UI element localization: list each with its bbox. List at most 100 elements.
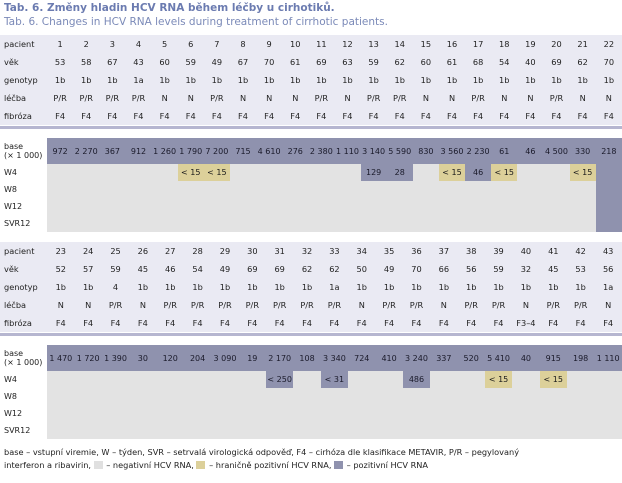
- svr12-value-cell: [151, 215, 178, 232]
- fibrosis-cell: F4: [411, 318, 422, 328]
- fibrosis-cell: F4: [247, 318, 258, 328]
- genotype-cell: 1b: [548, 282, 559, 292]
- base-value-cell: 120: [156, 345, 184, 371]
- svr12-value-cell: [47, 215, 74, 232]
- treatment-cell: P/R: [210, 93, 224, 103]
- w12-value-cell: [238, 405, 266, 422]
- treatment-cell: N: [527, 93, 534, 103]
- w8-value-cell: [101, 388, 130, 405]
- base-value-cell: 3 560: [438, 138, 466, 164]
- row-label-patient: pacient: [4, 39, 35, 49]
- viral-load-table-2: base (× 1 000) 1 470 1 720 1 390 30 120 204 3 09…: [0, 345, 622, 439]
- borderline-swatch-icon: [196, 461, 206, 469]
- w8-value-cell: [360, 181, 387, 198]
- genotype-cell: 1b: [219, 282, 231, 292]
- patient-cell: 37: [438, 246, 450, 256]
- age-cell: 62: [301, 264, 313, 274]
- treatment-cell: N: [139, 300, 146, 310]
- patient-cell: 36: [411, 246, 422, 256]
- w4-value-cell: [47, 371, 75, 388]
- treatment-cell: P/R: [393, 93, 407, 103]
- treatment-cell: N: [422, 93, 429, 103]
- svr12-value-cell: [402, 422, 431, 439]
- base-value-cell: 2 230: [465, 138, 492, 164]
- row-label-w12: W12: [0, 198, 48, 215]
- w4-value-cell: [308, 164, 335, 181]
- treatment-cell: N: [440, 300, 447, 310]
- patient-cell: 1: [57, 39, 63, 49]
- genotype-cell: 1b: [472, 75, 484, 85]
- w12-value-cell: [512, 405, 540, 422]
- age-cell: 46: [165, 264, 176, 274]
- age-cell: 50: [356, 264, 367, 274]
- svr12-value-cell: [566, 422, 595, 439]
- genotype-cell: 1b: [577, 75, 588, 85]
- w8-value-cell: [484, 388, 513, 405]
- base-value-cell: 915: [539, 345, 567, 371]
- treatment-cell: P/R: [300, 300, 314, 310]
- fibrosis-cell: F4: [159, 111, 170, 121]
- w4-value-cell: [238, 371, 266, 388]
- w4-value-cell: [125, 164, 152, 181]
- w8-value-cell: [517, 181, 544, 198]
- row-label-w12: W12: [0, 405, 48, 422]
- w12-value-cell: [320, 405, 349, 422]
- w4-value-cell: [129, 371, 157, 388]
- age-cell: 60: [159, 57, 170, 67]
- age-cell: 61: [446, 57, 458, 67]
- w4-value-cell: < 15: [491, 164, 518, 181]
- w4-value-cell: [595, 164, 622, 181]
- fibrosis-cell: F4: [551, 111, 562, 121]
- demographics-table-1: pacient 1 2 3 4 5 6 7 8 9 10 11 12 13 14 15 16 17 18 19 20 21…: [0, 35, 622, 125]
- w12-value-cell: [438, 198, 466, 215]
- svr12-value-cell: [229, 215, 257, 232]
- genotype-cell: 1b: [411, 282, 422, 292]
- base-value-cell: 520: [457, 345, 485, 371]
- age-cell: 49: [211, 57, 223, 67]
- w8-value-cell: [293, 388, 321, 405]
- w4-value-cell: [74, 371, 102, 388]
- row-w8: W8: [0, 388, 622, 405]
- w12-value-cell: [74, 405, 102, 422]
- treatment-cell: P/R: [218, 300, 232, 310]
- w12-value-cell: [348, 405, 376, 422]
- row-label-base: base (× 1 000): [0, 138, 48, 164]
- svr12-value-cell: [74, 422, 102, 439]
- genotype-cell: 1b: [368, 75, 379, 85]
- w12-value-cell: [375, 405, 403, 422]
- fibrosis-cell: F4: [185, 111, 196, 121]
- fibrosis-cell: F4: [473, 111, 484, 121]
- treatment-cell: P/R: [549, 93, 564, 103]
- svr12-value-cell: [430, 422, 458, 439]
- treatment-cell: P/R: [53, 93, 67, 103]
- age-cell: 49: [219, 264, 231, 274]
- row-fibrosis: fibróza F4 F4 F4 F4 F4 F4 F4 F4 F4 F4 F4 F4 F4 F4 F4 F4 F…: [0, 314, 622, 332]
- patient-cell: 8: [240, 39, 246, 49]
- w8-value-cell: [402, 388, 431, 405]
- base-value-cell: 218: [595, 138, 622, 164]
- base-value-cell: 3 090: [211, 345, 239, 371]
- genotype-cell: 1b: [237, 75, 249, 85]
- age-cell: 58: [81, 57, 92, 67]
- age-cell: 57: [82, 264, 94, 274]
- base-value-cell: 1 390: [101, 345, 130, 371]
- row-label-base: base (× 1 000): [0, 345, 48, 371]
- fibrosis-cell: F4: [238, 111, 248, 121]
- w4-value-cell: < 15: [203, 164, 230, 181]
- svr12-value-cell: [73, 215, 100, 232]
- patient-cell: 32: [301, 246, 313, 256]
- treatment-cell: P/R: [491, 300, 506, 310]
- treatment-cell: N: [522, 300, 529, 310]
- w8-value-cell: [47, 388, 75, 405]
- treatment-cell: N: [266, 93, 273, 103]
- genotype-cell: 1a: [329, 282, 340, 292]
- patient-cell: 5: [162, 39, 168, 49]
- genotype-cell: 1b: [247, 282, 258, 292]
- w4-value-cell: [47, 164, 74, 181]
- patient-cell: 14: [394, 39, 405, 49]
- fibrosis-cell: F4: [525, 111, 536, 121]
- fibrosis-cell: F4: [447, 111, 457, 121]
- w4-value-cell: 28: [386, 164, 413, 181]
- svr12-value-cell: [177, 215, 204, 232]
- w8-value-cell: [457, 388, 485, 405]
